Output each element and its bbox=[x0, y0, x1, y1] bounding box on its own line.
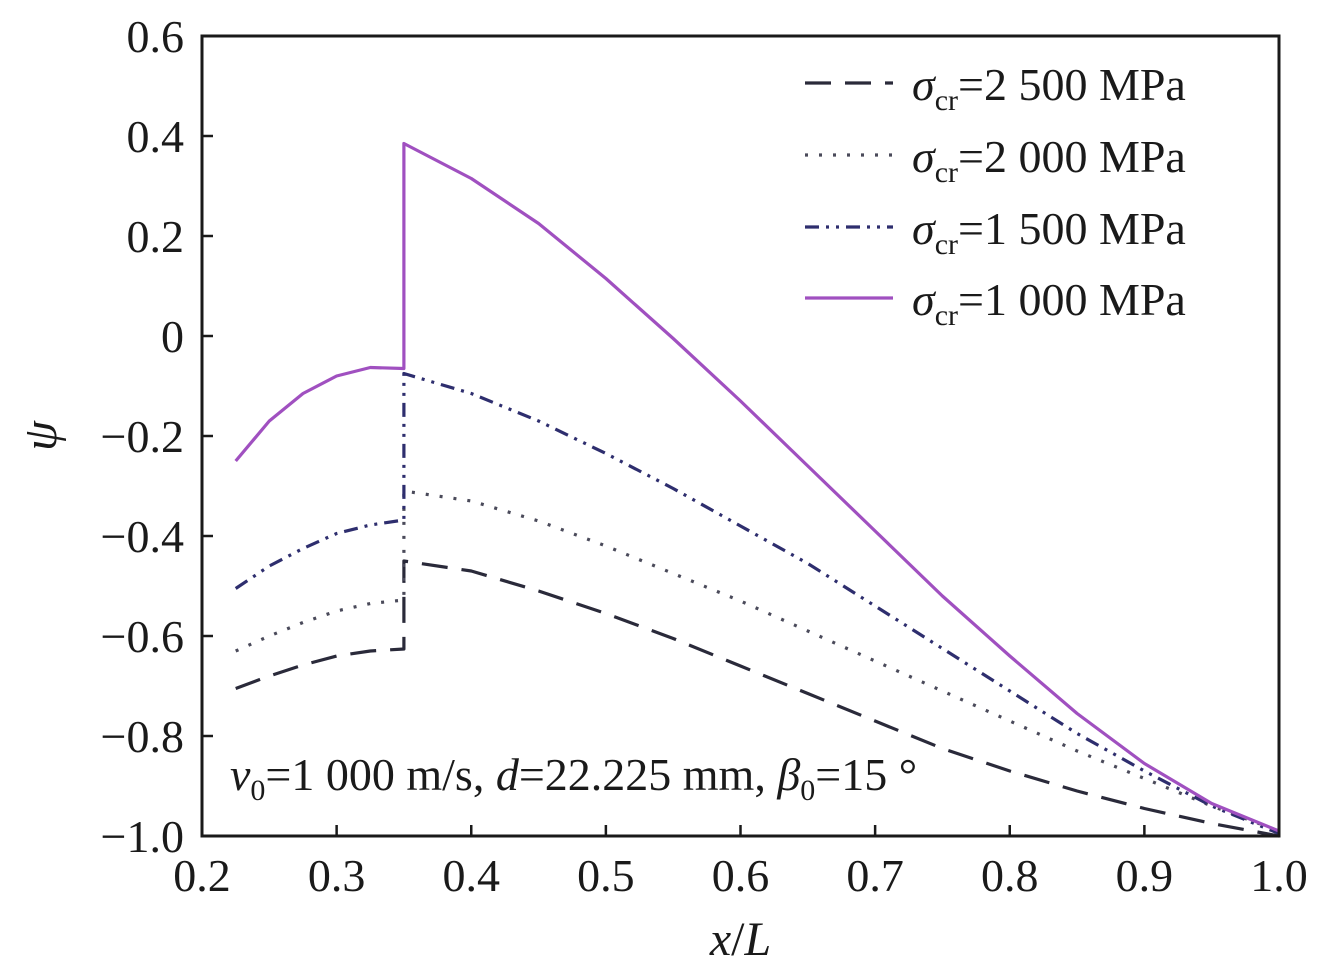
x-tick-label: 0.5 bbox=[577, 850, 635, 901]
y-axis: 0.6 0.4 0.2 0 −0.2 −0.4 −0.6 −0.8 −1.0 bbox=[101, 11, 213, 862]
legend-value: =1 000 MPa bbox=[958, 274, 1186, 325]
legend-subscript: cr bbox=[935, 299, 958, 332]
annotation-velocity-value: =1 000 m/s, bbox=[265, 749, 495, 800]
annotation-velocity-subscript: 0 bbox=[250, 774, 265, 807]
x-axis-label-var: x bbox=[709, 913, 731, 966]
legend-subscript: cr bbox=[935, 156, 958, 189]
legend-subscript: cr bbox=[935, 228, 958, 261]
series-line-1 bbox=[235, 559, 1280, 838]
series-line-2 bbox=[235, 489, 1280, 833]
x-axis-label: x/L bbox=[709, 913, 771, 966]
y-tick-label: −0.8 bbox=[101, 711, 184, 762]
annotation-angle-subscript: 0 bbox=[800, 774, 815, 807]
annotation-velocity-symbol: v bbox=[230, 749, 251, 800]
parameter-annotation: v0=1 000 m/s, d=22.225 mm, β0=15 ° bbox=[230, 749, 917, 807]
x-tick-label: 0.3 bbox=[308, 850, 366, 901]
annotation-angle-symbol: β bbox=[776, 749, 800, 800]
x-tick-label: 0.8 bbox=[981, 850, 1039, 901]
x-tick-label: 0.2 bbox=[173, 850, 231, 901]
legend-subscript: cr bbox=[935, 84, 958, 117]
y-tick-label: 0.4 bbox=[127, 111, 185, 162]
legend-entry-4: σcr=1 000 MPa bbox=[912, 274, 1186, 332]
legend-value: =1 500 MPa bbox=[958, 203, 1186, 254]
legend-entry-2: σcr=2 000 MPa bbox=[912, 131, 1186, 189]
x-tick-label: 1.0 bbox=[1250, 850, 1308, 901]
annotation-diameter-value: =22.225 mm, bbox=[519, 749, 778, 800]
series-line-4 bbox=[234, 141, 1280, 833]
legend-value: =2 000 MPa bbox=[958, 131, 1186, 182]
annotation-diameter-symbol: d bbox=[496, 749, 520, 800]
x-tick-label: 0.4 bbox=[443, 850, 501, 901]
legend-symbol: σ bbox=[912, 59, 937, 110]
legend-symbol: σ bbox=[912, 131, 937, 182]
y-tick-label: −0.6 bbox=[101, 611, 184, 662]
series-line-3 bbox=[234, 371, 1280, 835]
series-layer bbox=[234, 141, 1280, 838]
y-tick-label: 0.6 bbox=[127, 11, 185, 62]
y-tick-label: −1.0 bbox=[101, 811, 184, 862]
x-tick-label: 0.9 bbox=[1116, 850, 1174, 901]
legend-symbol: σ bbox=[912, 203, 937, 254]
y-axis-label: ψ bbox=[14, 420, 67, 451]
legend-value: =2 500 MPa bbox=[958, 59, 1186, 110]
x-tick-label: 0.6 bbox=[712, 850, 770, 901]
y-tick-label: −0.2 bbox=[101, 411, 184, 462]
x-tick-label: 0.7 bbox=[846, 850, 904, 901]
y-tick-label: −0.4 bbox=[101, 511, 184, 562]
legend-symbol: σ bbox=[912, 274, 937, 325]
legend-entry-3: σcr=1 500 MPa bbox=[912, 203, 1186, 261]
annotation-angle-value: =15 ° bbox=[815, 749, 917, 800]
x-axis-label-sep: / bbox=[731, 913, 745, 966]
y-tick-label: 0.2 bbox=[127, 211, 185, 262]
legend-entry-1: σcr=2 500 MPa bbox=[912, 59, 1186, 117]
x-axis-label-ref: L bbox=[743, 913, 771, 966]
x-axis: 0.2 0.3 0.4 0.5 0.6 0.7 0.8 0.9 1.0 bbox=[173, 825, 1308, 901]
y-tick-label: 0 bbox=[161, 311, 184, 362]
